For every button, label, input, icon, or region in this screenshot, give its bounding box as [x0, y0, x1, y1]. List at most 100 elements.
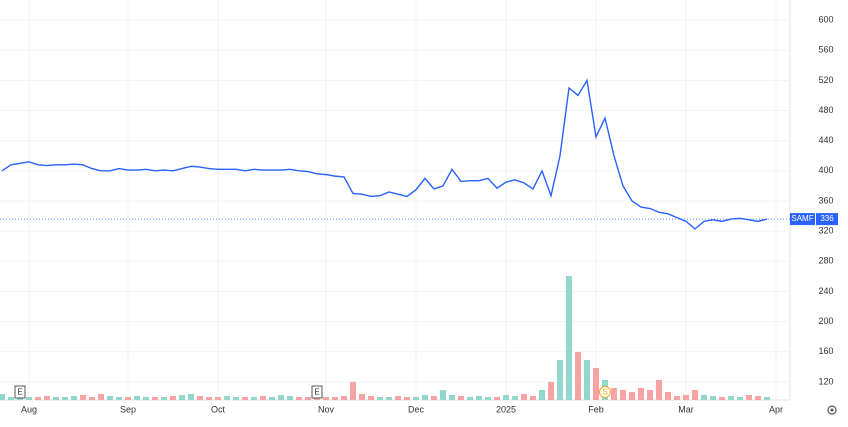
volume-bar — [764, 397, 770, 400]
event-label: E — [314, 388, 319, 397]
volume-bar — [656, 380, 662, 400]
volume-bar — [521, 394, 527, 400]
volume-bar — [368, 396, 374, 400]
volume-bar — [674, 396, 680, 400]
symbol-badge — [790, 213, 815, 226]
volume-bar — [143, 397, 149, 400]
volume-bar — [206, 397, 212, 400]
volume-bar — [197, 396, 203, 400]
volume-bar — [467, 397, 473, 400]
y-tick-label: 400 — [818, 165, 833, 175]
price-badge — [816, 213, 838, 226]
volume-bar — [323, 397, 329, 400]
price-line — [1, 78, 768, 230]
volume-bar — [98, 394, 104, 400]
volume-bar — [647, 390, 653, 400]
volume-bar — [665, 392, 671, 400]
volume-bar — [161, 397, 167, 400]
volume-bar — [296, 397, 302, 400]
y-tick-label: 360 — [818, 195, 833, 205]
y-tick-label: 520 — [818, 75, 833, 85]
volume-bar — [413, 397, 419, 400]
volume-bar — [701, 395, 707, 400]
volume-bar — [305, 397, 311, 400]
event-label: S — [602, 388, 607, 397]
volume-bar — [116, 397, 122, 400]
volume-bar — [566, 276, 572, 400]
volume-bar — [134, 396, 140, 400]
event-marker — [311, 385, 323, 399]
volume-bar — [485, 397, 491, 400]
volume-bar — [350, 382, 356, 400]
volume-bar — [395, 396, 401, 400]
x-tick-label: Aug — [21, 404, 37, 414]
x-tick-label: Mar — [678, 404, 694, 414]
volume-bar — [170, 396, 176, 400]
y-tick-label: 600 — [818, 14, 833, 24]
volume-bar — [422, 395, 428, 400]
volume-bar — [584, 360, 590, 400]
event-label: E — [17, 388, 22, 397]
volume-bar — [710, 396, 716, 400]
volume-bar — [476, 396, 482, 400]
y-tick-label: 440 — [818, 135, 833, 145]
volume-bar — [512, 396, 518, 400]
volume-bar — [548, 382, 554, 400]
volume-bar — [224, 396, 230, 400]
volume-bar — [278, 395, 284, 400]
volume-bar — [287, 396, 293, 400]
volume-bar — [377, 397, 383, 400]
volume-bar — [89, 397, 95, 400]
volume-bar — [728, 396, 734, 400]
volume-bar — [53, 397, 59, 400]
volume-bar — [575, 352, 581, 400]
volume-bar — [755, 396, 761, 400]
volume-bar — [233, 397, 239, 400]
volume-bar — [683, 395, 689, 400]
volume-bar — [125, 397, 131, 400]
volume-bar — [242, 397, 248, 400]
x-tick-label: 2025 — [496, 404, 516, 414]
volume-bar — [26, 397, 32, 400]
volume-bar — [62, 397, 68, 400]
volume-bar — [449, 395, 455, 400]
x-tick-label: Nov — [318, 404, 335, 414]
volume-bar — [71, 396, 77, 400]
y-tick-label: 240 — [818, 286, 833, 296]
volume-bar — [44, 396, 50, 400]
volume-bar — [539, 390, 545, 400]
volume-bar — [152, 397, 158, 400]
price-label: 336 — [820, 214, 834, 223]
volume-bar — [8, 397, 14, 400]
volume-bar — [35, 397, 41, 400]
y-tick-label: 200 — [818, 316, 833, 326]
y-tick-label: 160 — [818, 346, 833, 356]
y-tick-label: 280 — [818, 256, 833, 266]
settings-icon[interactable] — [827, 405, 837, 415]
volume-bar — [458, 396, 464, 400]
volume-bar — [611, 388, 617, 400]
y-tick-label: 480 — [818, 105, 833, 115]
y-tick-label: 560 — [818, 45, 833, 55]
x-tick-label: Apr — [769, 404, 783, 414]
volume-bar — [0, 394, 5, 400]
volume-bar — [557, 360, 563, 400]
y-tick-label: 120 — [818, 376, 833, 386]
volume-bar — [404, 397, 410, 400]
volume-bar — [494, 397, 500, 400]
volume-bar — [188, 394, 194, 400]
volume-bar — [107, 396, 113, 400]
volume-bar — [692, 390, 698, 400]
x-tick-label: Oct — [211, 404, 226, 414]
volume-bar — [503, 395, 509, 400]
volume-bar — [431, 396, 437, 400]
event-marker — [14, 385, 26, 399]
volume-bar — [737, 397, 743, 400]
volume-bar — [638, 388, 644, 400]
volume-bar — [269, 397, 275, 400]
volume-bar — [260, 396, 266, 400]
volume-bar — [593, 368, 599, 400]
